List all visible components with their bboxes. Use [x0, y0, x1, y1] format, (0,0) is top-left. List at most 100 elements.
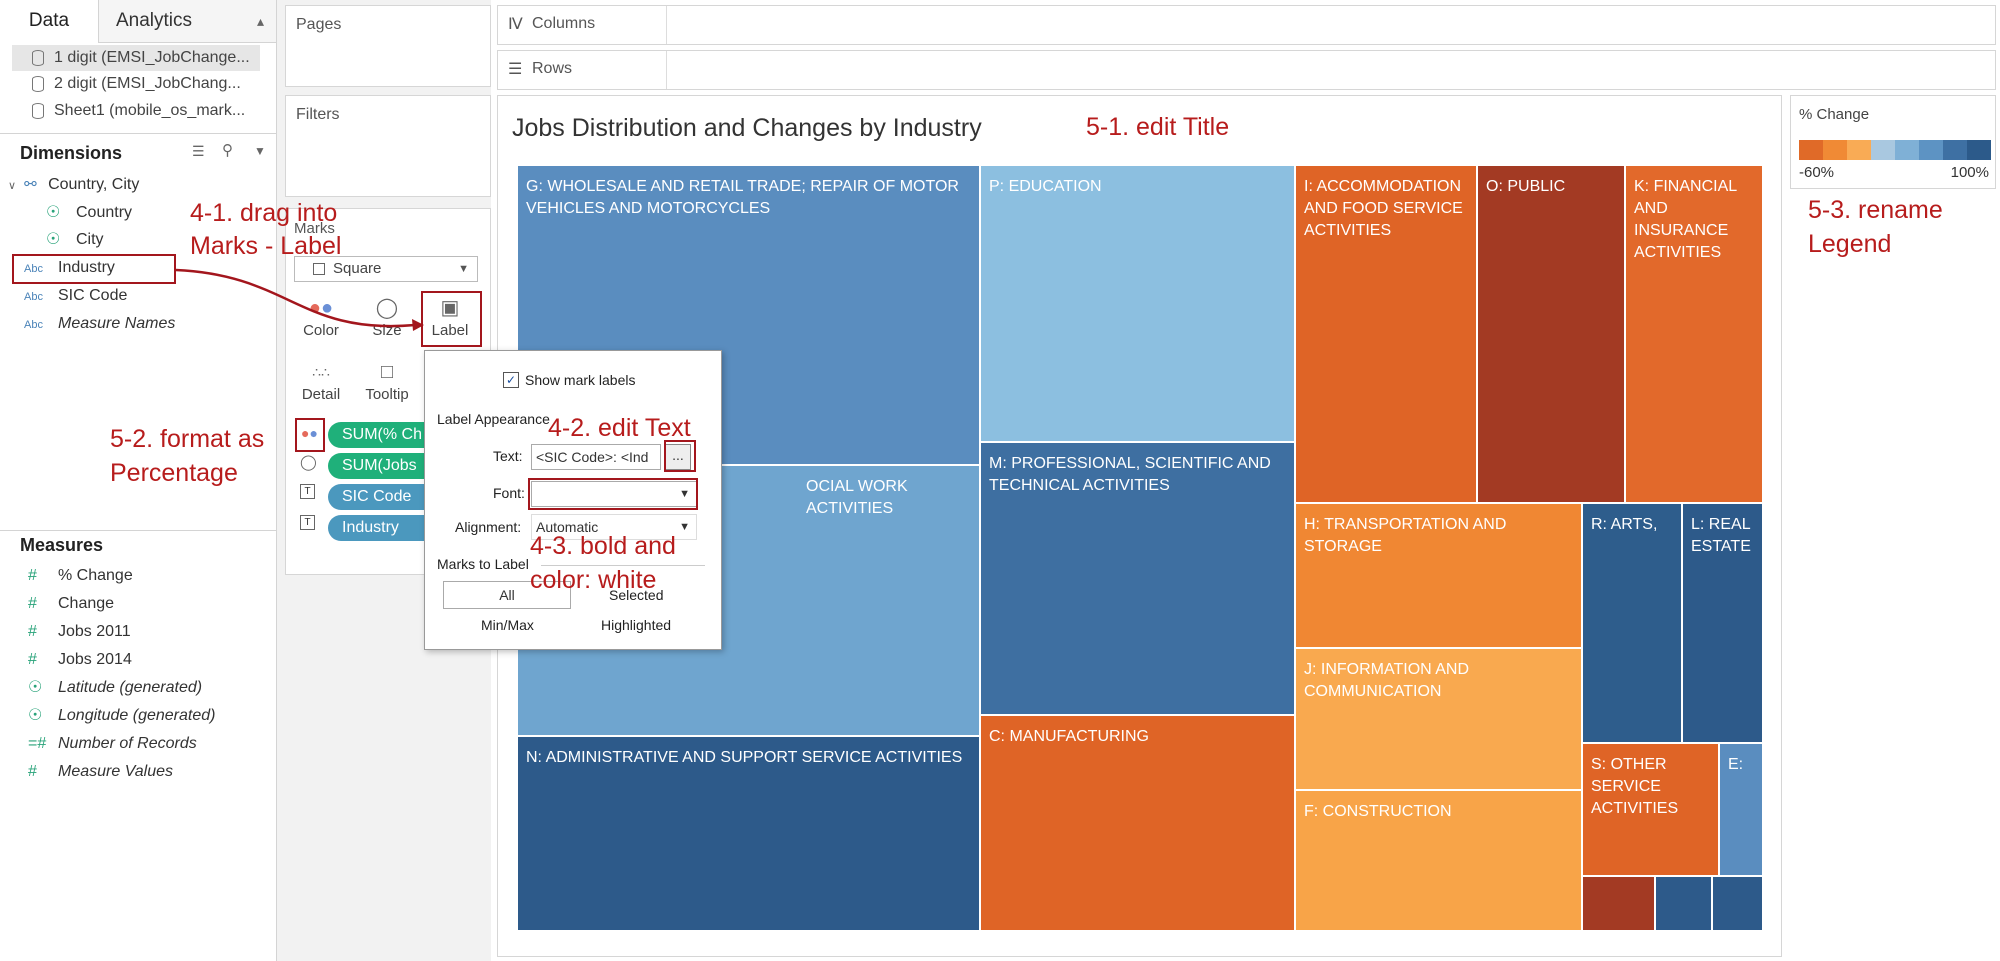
- detail-button[interactable]: ∴∴ Detail: [292, 356, 350, 410]
- treemap-tile[interactable]: N: ADMINISTRATIVE AND SUPPORT SERVICE AC…: [517, 736, 980, 931]
- mark-type-select[interactable]: Square ▼: [294, 256, 478, 282]
- dimension-sic-code[interactable]: Abc SIC Code: [24, 283, 127, 309]
- font-select[interactable]: ▼: [531, 481, 697, 507]
- dimension-country[interactable]: ☉ Country: [46, 200, 132, 226]
- marks-to-label-header: Marks to Label: [437, 556, 529, 572]
- legend-title[interactable]: % Change: [1799, 106, 1870, 123]
- marks-to-label-selected[interactable]: Selected: [609, 587, 664, 603]
- treemap-tile[interactable]: J: INFORMATION AND COMMUNICATION: [1295, 648, 1582, 790]
- treemap-tile[interactable]: M: PROFESSIONAL, SCIENTIFIC AND TECHNICA…: [980, 442, 1295, 715]
- highlight-edit-text: [664, 440, 696, 472]
- edit-text-button[interactable]: ...: [665, 444, 691, 470]
- hash-icon: #: [28, 595, 37, 612]
- chevron-down-icon[interactable]: ∨: [8, 180, 17, 192]
- datasource-item[interactable]: 2 digit (EMSI_JobChang...: [12, 71, 260, 97]
- treemap-tile[interactable]: R: ARTS,: [1582, 503, 1682, 743]
- viz-title[interactable]: Jobs Distribution and Changes by Industr…: [512, 114, 982, 142]
- treemap-tile[interactable]: H: TRANSPORTATION AND STORAGE: [1295, 503, 1582, 648]
- legend-color-ramp: [1799, 140, 1991, 160]
- rows-title: Rows: [532, 60, 573, 77]
- color-dots-icon: ●●: [301, 425, 318, 441]
- treemap-tile[interactable]: P: EDUCATION: [980, 165, 1295, 442]
- tooltip-button[interactable]: □ Tooltip: [358, 356, 416, 410]
- rows-shelf[interactable]: ☰ Rows: [497, 50, 1996, 90]
- square-icon: [313, 263, 325, 276]
- globe-icon: ☉: [46, 231, 61, 248]
- hash-icon: #: [28, 651, 37, 668]
- alignment-value: Automatic: [536, 519, 599, 535]
- tooltip-icon: □: [380, 361, 394, 383]
- pages-title: Pages: [296, 16, 342, 33]
- measure-longitude[interactable]: ☉ Longitude (generated): [28, 703, 215, 729]
- dimension-measure-names[interactable]: Abc Measure Names: [24, 311, 175, 337]
- dimension-country-city[interactable]: ∨ ⚯ Country, City: [8, 172, 139, 198]
- dimensions-header: Dimensions: [20, 143, 123, 163]
- treemap-tile[interactable]: S: OTHER SERVICE ACTIVITIES: [1582, 743, 1719, 876]
- datasource-icon: [32, 102, 44, 119]
- measure-latitude[interactable]: ☉ Latitude (generated): [28, 675, 202, 701]
- data-pane: Data Analytics ▴ 1 digit (EMSI_JobChange…: [0, 0, 277, 961]
- hash-icon: =#: [28, 735, 47, 752]
- rows-icon: ☰: [508, 61, 523, 78]
- field-label: Measure Values: [58, 763, 174, 780]
- measure-jobs-2011[interactable]: # Jobs 2011: [28, 619, 131, 645]
- datasource-item[interactable]: 1 digit (EMSI_JobChange...: [12, 45, 260, 71]
- chevron-down-icon[interactable]: ▼: [254, 144, 266, 158]
- treemap-tile[interactable]: C: MANUFACTURING: [980, 715, 1295, 931]
- label-popup: ✓ Show mark labels Label Appearance Text…: [424, 350, 722, 650]
- color-legend[interactable]: % Change -60% 100%: [1790, 95, 1996, 189]
- tab-analytics[interactable]: Analytics: [116, 10, 193, 31]
- measure-jobs-2014[interactable]: # Jobs 2014: [28, 647, 132, 673]
- treemap-tile[interactable]: F: CONSTRUCTION: [1295, 790, 1582, 931]
- pane-tabs: Data Analytics ▴: [0, 0, 276, 43]
- alignment-select[interactable]: Automatic ▼: [531, 514, 697, 540]
- detail-label: Detail: [301, 386, 341, 403]
- treemap-tile[interactable]: O: PUBLIC: [1477, 165, 1625, 503]
- columns-shelf[interactable]: Ⅳ Columns: [497, 5, 1996, 45]
- datasource-item[interactable]: Sheet1 (mobile_os_mark...: [12, 98, 260, 124]
- filters-shelf[interactable]: Filters: [285, 95, 491, 197]
- text-field[interactable]: <SIC Code>: <Ind: [531, 444, 661, 470]
- mark-type-label: Square: [333, 260, 382, 277]
- highlight-color-pill: [295, 418, 325, 452]
- marks-to-label-highlighted[interactable]: Highlighted: [601, 617, 672, 633]
- marks-to-label-all[interactable]: All: [443, 581, 571, 609]
- annotation-4-3-line1: 4-3. bold and: [530, 532, 676, 560]
- treemap-tile[interactable]: [1712, 876, 1763, 931]
- hierarchy-icon: ⚯: [24, 176, 37, 193]
- measure-values[interactable]: # Measure Values: [28, 759, 173, 785]
- tab-menu-icon[interactable]: ▴: [256, 13, 264, 29]
- treemap-tile[interactable]: [1655, 876, 1712, 931]
- tab-data[interactable]: Data: [0, 0, 99, 43]
- treemap-tile[interactable]: [1582, 876, 1655, 931]
- legend-swatch: [1943, 140, 1967, 160]
- search-icon[interactable]: ⚲: [222, 142, 233, 159]
- dimension-industry[interactable]: Abc Industry: [24, 255, 115, 281]
- measure-pct-change[interactable]: # % Change: [28, 563, 133, 589]
- view-list-icon[interactable]: ☰: [192, 143, 205, 159]
- color-button[interactable]: ●● Color: [292, 292, 350, 346]
- measure-change[interactable]: # Change: [28, 591, 114, 617]
- pages-shelf[interactable]: Pages: [285, 5, 491, 87]
- treemap-tile[interactable]: L: REAL ESTATE: [1682, 503, 1763, 743]
- show-mark-labels-checkbox[interactable]: ✓: [503, 372, 519, 388]
- annotation-5-3-line1: 5-3. rename: [1808, 196, 1943, 224]
- field-label: Longitude (generated): [58, 707, 216, 724]
- highlight-font: [528, 478, 698, 510]
- treemap[interactable]: G: WHOLESALE AND RETAIL TRADE; REPAIR OF…: [517, 165, 1763, 931]
- globe-icon: ☉: [28, 679, 43, 696]
- measure-number-of-records[interactable]: =# Number of Records: [28, 731, 197, 757]
- treemap-tile[interactable]: I: ACCOMMODATION AND FOOD SERVICE ACTIVI…: [1295, 165, 1477, 503]
- dimension-city[interactable]: ☉ City: [46, 227, 104, 253]
- divider: [666, 6, 667, 44]
- field-label: Country, City: [48, 176, 140, 193]
- label-button[interactable]: ▣ Label: [421, 292, 479, 346]
- treemap-tile[interactable]: E:: [1719, 743, 1763, 876]
- legend-swatch: [1799, 140, 1823, 160]
- drag-arrow-path: [175, 268, 416, 328]
- treemap-tile[interactable]: K: FINANCIAL AND INSURANCE ACTIVITIES: [1625, 165, 1763, 503]
- marks-to-label-minmax[interactable]: Min/Max: [481, 617, 534, 633]
- field-label: % Change: [58, 567, 133, 584]
- globe-icon: ☉: [28, 707, 43, 724]
- legend-max: 100%: [1950, 164, 1989, 181]
